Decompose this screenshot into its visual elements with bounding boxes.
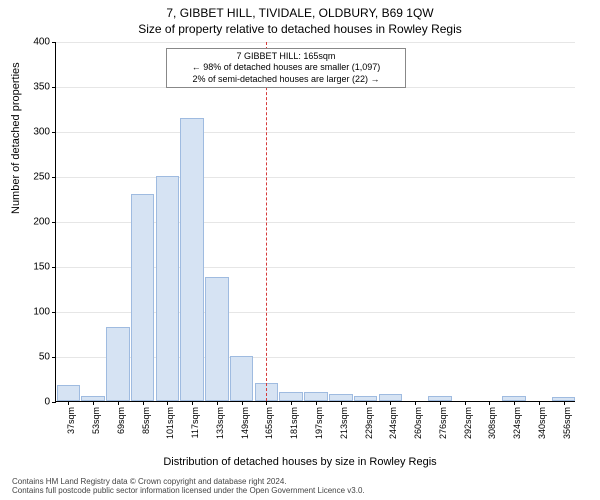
xtick-mark bbox=[341, 401, 342, 405]
gridline bbox=[56, 42, 575, 43]
ytick-label: 350 bbox=[33, 82, 56, 93]
xtick-mark bbox=[192, 401, 193, 405]
histogram-bar bbox=[230, 356, 254, 401]
xtick-label: 229sqm bbox=[364, 407, 374, 439]
xtick-label: 324sqm bbox=[512, 407, 522, 439]
chart-supertitle: 7, GIBBET HILL, TIVIDALE, OLDBURY, B69 1… bbox=[0, 6, 600, 20]
xtick-label: 101sqm bbox=[165, 407, 175, 439]
xtick-label: 69sqm bbox=[116, 407, 126, 434]
histogram-bar bbox=[156, 176, 180, 401]
xtick-mark bbox=[291, 401, 292, 405]
xtick-label: 149sqm bbox=[240, 407, 250, 439]
xtick-label: 356sqm bbox=[562, 407, 572, 439]
xtick-label: 292sqm bbox=[463, 407, 473, 439]
xtick-mark bbox=[143, 401, 144, 405]
xtick-mark bbox=[465, 401, 466, 405]
xtick-label: 181sqm bbox=[289, 407, 299, 439]
ytick-label: 250 bbox=[33, 172, 56, 183]
ytick-label: 50 bbox=[39, 352, 56, 363]
footer-line: Contains HM Land Registry data © Crown c… bbox=[12, 477, 365, 487]
xtick-label: 37sqm bbox=[66, 407, 76, 434]
xtick-mark bbox=[266, 401, 267, 405]
xtick-mark bbox=[390, 401, 391, 405]
xtick-mark bbox=[514, 401, 515, 405]
histogram-bar bbox=[304, 392, 328, 401]
xtick-mark bbox=[217, 401, 218, 405]
gridline bbox=[56, 132, 575, 133]
xtick-label: 85sqm bbox=[141, 407, 151, 434]
xtick-mark bbox=[539, 401, 540, 405]
xtick-mark bbox=[489, 401, 490, 405]
footer-attribution: Contains HM Land Registry data © Crown c… bbox=[12, 477, 365, 496]
xtick-mark bbox=[118, 401, 119, 405]
ytick-label: 400 bbox=[33, 37, 56, 48]
chart-area: 05010015020025030035040037sqm53sqm69sqm8… bbox=[55, 42, 575, 402]
xtick-label: 53sqm bbox=[91, 407, 101, 434]
xtick-mark bbox=[167, 401, 168, 405]
plot-area: 05010015020025030035040037sqm53sqm69sqm8… bbox=[55, 42, 575, 402]
xtick-label: 117sqm bbox=[190, 407, 200, 438]
xtick-mark bbox=[316, 401, 317, 405]
xtick-mark bbox=[415, 401, 416, 405]
chart-title: Size of property relative to detached ho… bbox=[0, 22, 600, 36]
annotation-line: 7 GIBBET HILL: 165sqm bbox=[173, 51, 399, 62]
xtick-label: 340sqm bbox=[537, 407, 547, 439]
xtick-mark bbox=[564, 401, 565, 405]
annotation-line: 2% of semi-detached houses are larger (2… bbox=[173, 74, 399, 85]
xtick-label: 197sqm bbox=[314, 407, 324, 439]
histogram-bar bbox=[205, 277, 229, 401]
xtick-label: 244sqm bbox=[388, 407, 398, 439]
histogram-bar bbox=[180, 118, 204, 402]
gridline bbox=[56, 177, 575, 178]
xtick-mark bbox=[242, 401, 243, 405]
histogram-bar bbox=[329, 394, 353, 401]
xtick-mark bbox=[68, 401, 69, 405]
histogram-bar bbox=[279, 392, 303, 401]
footer-line: Contains full postcode public sector inf… bbox=[12, 486, 365, 496]
histogram-bar bbox=[379, 394, 403, 401]
xtick-mark bbox=[440, 401, 441, 405]
histogram-bar bbox=[106, 327, 130, 401]
annotation-box: 7 GIBBET HILL: 165sqm← 98% of detached h… bbox=[166, 48, 406, 88]
ytick-label: 300 bbox=[33, 127, 56, 138]
histogram-bar bbox=[131, 194, 155, 401]
xtick-label: 133sqm bbox=[215, 407, 225, 439]
xtick-mark bbox=[93, 401, 94, 405]
ytick-label: 100 bbox=[33, 307, 56, 318]
xtick-label: 308sqm bbox=[487, 407, 497, 439]
xtick-label: 276sqm bbox=[438, 407, 448, 439]
x-axis-label: Distribution of detached houses by size … bbox=[0, 456, 600, 468]
annotation-line: ← 98% of detached houses are smaller (1,… bbox=[173, 62, 399, 73]
xtick-label: 260sqm bbox=[413, 407, 423, 439]
reference-line bbox=[266, 42, 267, 401]
y-axis-label: Number of detached properties bbox=[10, 62, 22, 214]
histogram-bar bbox=[57, 385, 81, 401]
ytick-label: 200 bbox=[33, 217, 56, 228]
xtick-label: 165sqm bbox=[264, 407, 274, 439]
xtick-label: 213sqm bbox=[339, 407, 349, 439]
ytick-label: 0 bbox=[44, 397, 56, 408]
ytick-label: 150 bbox=[33, 262, 56, 273]
xtick-mark bbox=[366, 401, 367, 405]
